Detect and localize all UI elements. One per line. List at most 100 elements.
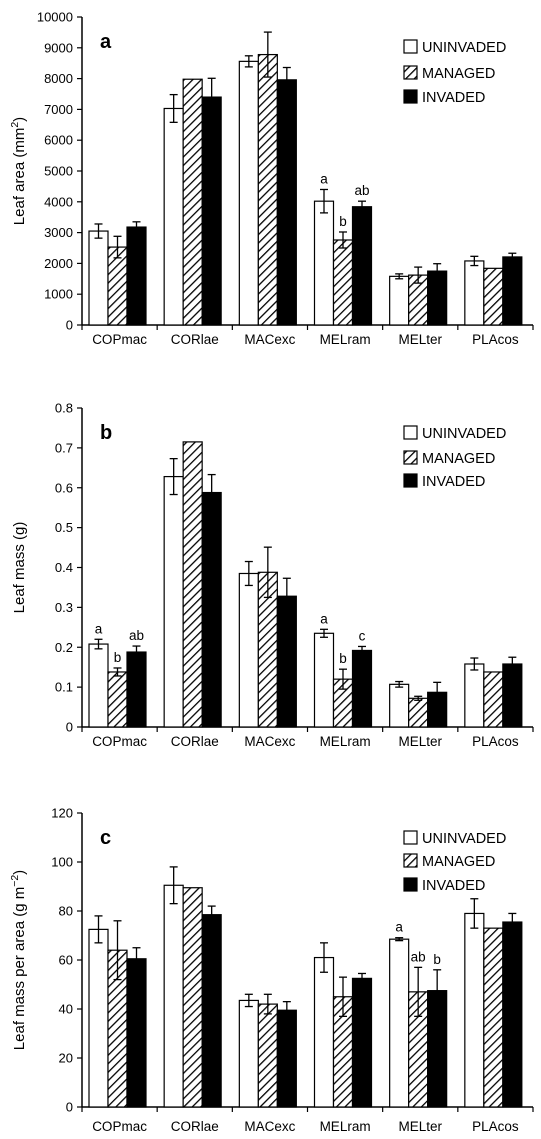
y-tick-label: 0.1 (55, 680, 73, 695)
bar-uninvaded (313, 632, 335, 728)
x-category-label: MELram (320, 1119, 371, 1134)
bar-managed (182, 441, 203, 728)
y-tick-label: 7000 (44, 102, 73, 117)
significance-letter: b (339, 651, 347, 666)
charts-container: 0100020003000400050006000700080009000100… (9, 10, 534, 1134)
legend-swatch-uninvaded (403, 425, 418, 440)
y-axis-label-text-end: ) (11, 870, 28, 875)
legend-swatch-managed (403, 853, 418, 868)
chart-panel-b: 0 0.1 0.2 0.3 0.4 0.5 0.6 0.7 0.8 COPmac CORlae MAC… (11, 401, 534, 749)
bar-managed (483, 267, 504, 326)
bar-uninvaded (389, 683, 410, 728)
significance-letter: ab (354, 183, 369, 198)
y-tick-label: 0.6 (55, 480, 73, 495)
legend-label: UNINVADED (422, 40, 506, 56)
legend-label: MANAGED (422, 854, 495, 870)
bar-invaded (126, 958, 147, 1108)
bar-uninvaded (464, 912, 485, 1108)
y-tick-label: 0 (66, 720, 73, 735)
legend-swatch-invaded (403, 877, 418, 892)
legend-label: INVADED (422, 878, 485, 894)
x-category-label: COPmac (92, 1119, 147, 1134)
significance-letter: ab (129, 628, 144, 643)
significance-letter: a (320, 171, 328, 186)
y-tick-label: 0.8 (55, 401, 73, 416)
x-category-label: MELram (320, 332, 371, 347)
bar-invaded (502, 256, 523, 326)
legend: UNINVADED MANAGED INVADED (403, 425, 506, 490)
y-tick-label: 0 (66, 318, 73, 333)
y-tick-label: 100 (51, 855, 73, 870)
bar-uninvaded (238, 999, 259, 1108)
y-tick-label: 20 (59, 1051, 73, 1066)
y-tick-label: 10000 (37, 10, 73, 25)
x-category-label: COPmac (92, 734, 147, 749)
y-tick-label: 8000 (44, 71, 73, 86)
y-tick-label: 6000 (44, 133, 73, 148)
bar-managed (182, 78, 203, 326)
legend: UNINVADED MANAGED INVADED (403, 39, 506, 106)
x-category-label: PLAcos (472, 332, 519, 347)
bar-invaded (351, 206, 373, 326)
bar-uninvaded (163, 475, 184, 728)
bar-uninvaded (389, 938, 410, 1108)
x-category-label: MELram (320, 734, 371, 749)
significance-letter: b (339, 214, 347, 229)
y-tick-label: 0.2 (55, 640, 73, 655)
bar-invaded (126, 651, 147, 728)
y-tick-label: 5000 (44, 164, 73, 179)
bar-managed (107, 671, 128, 728)
bar-managed (182, 887, 203, 1108)
x-category-label: COPmac (92, 332, 147, 347)
x-category-label: MACexc (244, 1119, 295, 1134)
bar-invaded (201, 491, 222, 728)
significance-letter: a (395, 920, 403, 935)
y-axis-label-text: Leaf mass per area (g m (11, 887, 28, 1050)
legend-swatch-uninvaded (403, 830, 418, 845)
chart-panel-c: 0 20 40 60 80 100 120 COPmac CORlae MACexc MELram M… (9, 806, 534, 1134)
y-tick-label: 60 (59, 953, 73, 968)
bar-managed (257, 53, 278, 326)
bar-managed (107, 246, 128, 326)
significance-letter: b (114, 650, 122, 665)
panel-label: b (100, 422, 112, 444)
x-category-label: MELter (398, 332, 442, 347)
bar-invaded (351, 649, 373, 728)
legend-swatch-invaded (403, 473, 418, 488)
panel-label: a (100, 31, 112, 53)
y-axis-label-superscript: −2 (9, 875, 21, 887)
y-tick-label: 4000 (44, 194, 73, 209)
legend-swatch-managed (403, 450, 418, 465)
x-category-label: CORlae (171, 1119, 219, 1134)
y-axis-label: Leaf mass (g) (11, 522, 28, 614)
bar-managed (257, 1003, 278, 1108)
x-category-label: MELter (398, 734, 442, 749)
bar-invaded (351, 977, 373, 1108)
legend-label: INVADED (422, 90, 485, 106)
bar-uninvaded (88, 928, 109, 1108)
legend: UNINVADED MANAGED INVADED (403, 830, 506, 894)
legend-label: UNINVADED (422, 426, 506, 442)
legend-label: MANAGED (422, 66, 495, 82)
y-axis-label-text-end: ) (11, 117, 28, 122)
legend-label: UNINVADED (422, 831, 506, 847)
chart-panel-a: 0 1000 2000 3000 4000 5000 6000 7000 8000 9000 100… (9, 10, 534, 347)
y-axis-label: Leaf area (mm2) (9, 117, 28, 225)
significance-letter: a (320, 611, 328, 626)
x-category-label: PLAcos (472, 1119, 519, 1134)
bar-uninvaded (238, 572, 259, 728)
y-tick-label: 0 (66, 1100, 73, 1115)
bar-uninvaded (313, 956, 335, 1108)
y-tick-label: 120 (51, 806, 73, 821)
x-category-label: MACexc (244, 332, 295, 347)
y-tick-label: 1000 (44, 287, 73, 302)
bar-uninvaded (238, 60, 259, 326)
significance-letter: a (95, 621, 103, 636)
x-category-label: PLAcos (472, 734, 519, 749)
y-tick-label: 9000 (44, 40, 73, 55)
bar-invaded (502, 921, 523, 1108)
legend-swatch-managed (403, 65, 418, 80)
y-tick-label: 80 (59, 904, 73, 919)
y-tick-label: 0.5 (55, 520, 73, 535)
